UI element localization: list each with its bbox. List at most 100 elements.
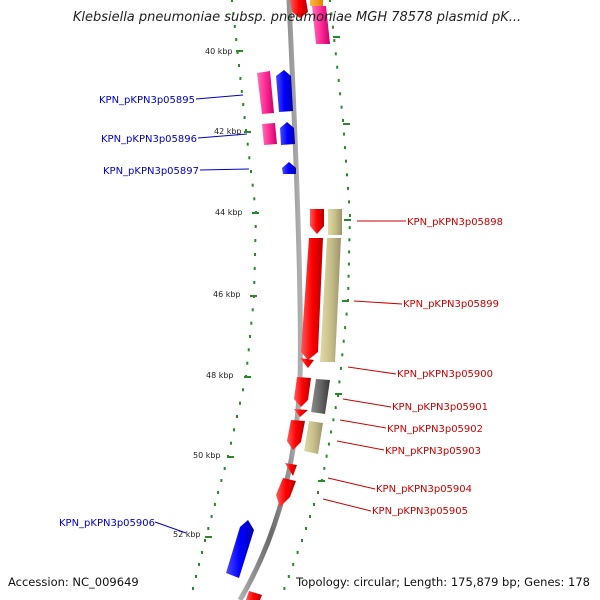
- cog-bar-magenta-top: [312, 6, 330, 44]
- tick-52kbp: 52 kbp: [173, 530, 212, 539]
- outer-ring-dot: [347, 274, 350, 278]
- outer-ring-dot: [347, 262, 350, 266]
- inner-ring-dot: [245, 129, 247, 132]
- inner-ring-dot: [210, 515, 213, 518]
- svg-text:40 kbp: 40 kbp: [205, 47, 233, 56]
- outer-ring-dot: [338, 380, 341, 384]
- inner-ring-dot: [235, 38, 238, 41]
- inner-ring-dot: [220, 479, 223, 482]
- outer-ring-dot: [341, 353, 344, 357]
- outer-ring-dot: [339, 92, 342, 96]
- outer-ring-dot: [343, 132, 345, 136]
- outer-ring-dot: [301, 539, 303, 542]
- outer-ring-dot: [342, 339, 345, 343]
- gene-label-05898[interactable]: KPN_pKPN3p05898: [407, 217, 503, 228]
- gene-feature-05903[interactable]: [287, 420, 305, 450]
- outer-ring-dot: [323, 466, 326, 470]
- outer-ring-dot: [332, 418, 335, 422]
- inner-ring-dot: [253, 197, 256, 201]
- inner-ring-dot: [201, 551, 203, 554]
- inner-ring-dot: [233, 25, 236, 28]
- outer-ring-dot: [345, 312, 348, 316]
- inner-ring-dot: [239, 401, 241, 405]
- gene-feature-reverse-top[interactable]: [290, 0, 308, 18]
- gene-label-05906[interactable]: KPN_pKPN3p05906: [59, 518, 155, 529]
- gene-feature-05906[interactable]: [226, 520, 254, 578]
- inner-ring-dot: [254, 239, 257, 242]
- gene-feature-05905[interactable]: [276, 478, 296, 507]
- gene-feature-05896[interactable]: [280, 122, 295, 145]
- inner-ring-dot: [246, 361, 249, 365]
- outer-ring-dot: [334, 52, 337, 56]
- outer-ring-dot: [334, 406, 337, 410]
- gene-label-05896[interactable]: KPN_pKPN3p05896: [101, 134, 197, 145]
- inner-ring-dot: [204, 539, 206, 542]
- gene-feature-05897[interactable]: [282, 162, 296, 174]
- gene-feature-05895[interactable]: [276, 70, 293, 112]
- gene-features: [226, 0, 342, 600]
- inner-ring-dot: [236, 51, 239, 54]
- outer-ring-dot: [347, 186, 349, 190]
- outer-ring-dot: [339, 366, 342, 370]
- inner-ring-dot: [238, 64, 240, 67]
- svg-text:44 kbp: 44 kbp: [215, 208, 243, 217]
- outer-ring-dot: [325, 454, 328, 458]
- gene-label-05897[interactable]: KPN_pKPN3p05897: [103, 166, 199, 177]
- gene-label-05904[interactable]: KPN_pKPN3p05904: [376, 484, 472, 495]
- inner-ring-dot: [250, 170, 252, 173]
- inner-ring-dot: [223, 467, 226, 470]
- tick-50kbp: 50 kbp: [193, 451, 234, 460]
- tick-42kbp: 42 kbp: [214, 127, 251, 136]
- outer-ring-ticks: [318, 36, 351, 482]
- inner-ring-dot: [207, 527, 210, 530]
- outer-ring-dot: [348, 250, 351, 254]
- dot-ring-inner: [192, 0, 257, 590]
- outer-ring-dot: [337, 394, 339, 397]
- outer-ring-dot: [296, 551, 299, 554]
- inner-ring-dot: [230, 441, 232, 445]
- gene-label-05895[interactable]: KPN_pKPN3p05895: [99, 95, 195, 106]
- tick-46kbp: 46 kbp: [213, 290, 257, 299]
- gene-label-05903[interactable]: KPN_pKPN3p05903: [385, 446, 481, 457]
- outer-ring-dot: [317, 491, 319, 494]
- inner-ring-dot: [254, 225, 257, 228]
- gene-feature-05900[interactable]: [300, 358, 314, 368]
- inner-ring-dot: [248, 156, 251, 160]
- outer-ring-dot: [309, 515, 311, 518]
- inner-ring-dot: [243, 116, 246, 119]
- svg-text:48 kbp: 48 kbp: [206, 371, 234, 380]
- outer-ring-dot: [330, 430, 333, 434]
- gene-feature-05901[interactable]: [294, 377, 311, 407]
- gene-label-05900[interactable]: KPN_pKPN3p05900: [397, 369, 493, 380]
- outer-ring-dot: [313, 503, 315, 506]
- outer-ring-dot: [327, 442, 330, 446]
- inner-ring-dot: [198, 563, 200, 566]
- gene-feature-05898[interactable]: [310, 209, 324, 234]
- outer-ring-dot: [348, 226, 351, 230]
- outer-ring-dot: [305, 527, 307, 530]
- inner-ring-dot: [247, 348, 250, 352]
- outer-ring-dot: [344, 146, 346, 150]
- outer-ring-dot: [347, 286, 350, 290]
- inner-ring-dot: [253, 267, 256, 270]
- inner-ring-dot: [192, 587, 194, 590]
- cog-bar-khaki-05898: [328, 209, 342, 235]
- outer-ring-dot: [287, 575, 290, 578]
- gene-feature-bottom[interactable]: [246, 591, 262, 600]
- gene-label-05901[interactable]: KPN_pKPN3p05901: [392, 402, 488, 413]
- plasmid-backbone: [237, 0, 303, 600]
- inner-ring-dot: [251, 183, 254, 187]
- inner-ring-dot: [242, 388, 244, 392]
- gene-feature-05904[interactable]: [285, 463, 297, 476]
- map-title: Klebsiella pneumoniae subsp. pneumoniae …: [73, 10, 521, 25]
- inner-ring-dot: [231, 0, 233, 2]
- outer-ring-dot: [340, 105, 343, 109]
- gene-feature-05899[interactable]: [301, 238, 323, 360]
- svg-text:46 kbp: 46 kbp: [213, 290, 241, 299]
- gene-labels: KPN_pKPN3p05895 KPN_pKPN3p05896 KPN_pKPN…: [59, 95, 503, 529]
- gene-label-05905[interactable]: KPN_pKPN3p05905: [372, 506, 468, 517]
- gene-label-05902[interactable]: KPN_pKPN3p05902: [387, 424, 483, 435]
- gene-feature-05902[interactable]: [294, 409, 308, 417]
- genome-info-text: Topology: circular; Length: 175,879 bp; …: [295, 575, 590, 589]
- gene-label-05899[interactable]: KPN_pKPN3p05899: [403, 299, 499, 310]
